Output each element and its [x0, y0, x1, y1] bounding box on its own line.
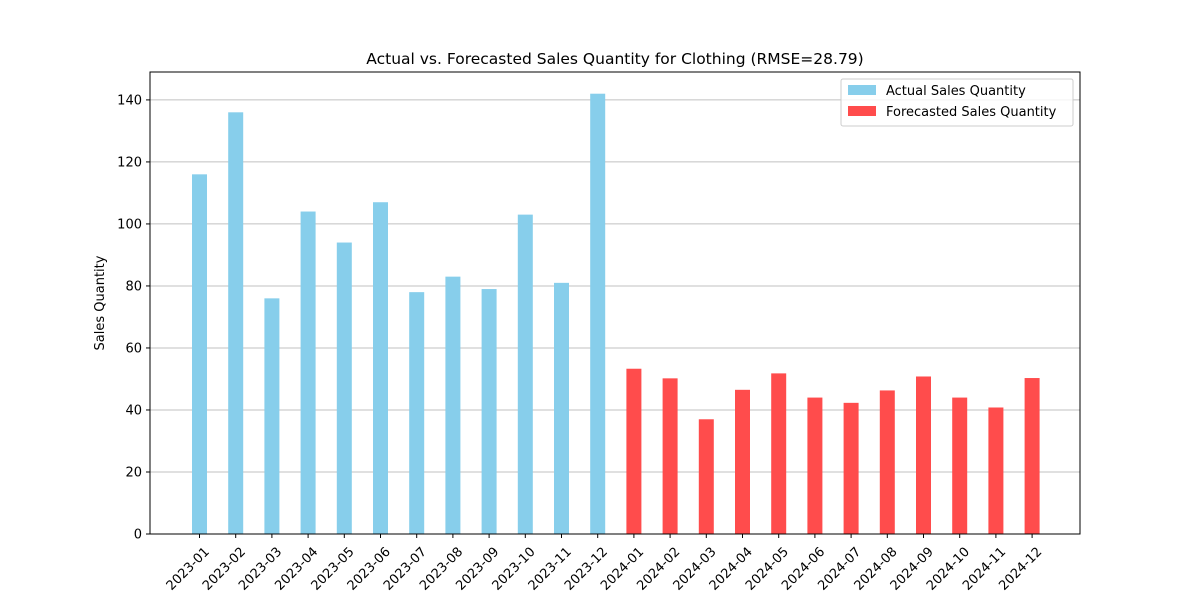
y-tick-label: 20	[125, 465, 142, 480]
bar-actual-2023-02	[228, 112, 244, 535]
plot-frame	[149, 71, 1081, 535]
legend-swatch-actual	[848, 85, 876, 95]
bar-actual-2023-08	[445, 276, 461, 534]
y-tick-label: 40	[125, 403, 142, 418]
bar-forecast-2024-04	[735, 389, 750, 534]
bar-forecast-2024-11	[988, 407, 1004, 534]
bar-forecast-2024-03	[698, 419, 714, 534]
grid-lines	[150, 99, 1080, 473]
x-axis: 2023-012023-022023-032023-042023-052023-…	[164, 534, 1045, 594]
legend-label-actual: Actual Sales Quantity	[886, 84, 1026, 99]
y-tick-label: 60	[125, 341, 142, 356]
bar-forecast-2024-05	[771, 373, 787, 534]
bar-actual-2023-03	[264, 298, 280, 534]
legend-swatch-forecast	[848, 106, 876, 116]
y-tick-label: 140	[117, 93, 142, 108]
chart-title: Actual vs. Forecasted Sales Quantity for…	[366, 50, 863, 68]
legend-box	[840, 78, 1074, 127]
y-tick-label: 120	[117, 155, 142, 170]
y-axis: 0 20 40 60 80 100 120 140	[117, 93, 150, 543]
bar-forecast-2024-12	[1024, 378, 1040, 534]
bar-actual-2023-04	[300, 211, 316, 534]
bar-actual-2023-12	[590, 93, 606, 534]
bar-actual-2023-11	[554, 282, 569, 534]
bar-actual-2023-05	[336, 242, 352, 534]
bar-actual-2023-07	[409, 292, 425, 534]
y-tick-label: 80	[125, 279, 142, 294]
bar-actual-2023-01	[192, 174, 207, 534]
y-tick-label: 100	[117, 217, 142, 232]
bar-forecast-2024-01	[626, 368, 642, 534]
bar-forecast-2024-08	[879, 390, 895, 534]
bar-forecast-2024-09	[916, 376, 931, 534]
legend: Actual Sales Quantity Forecasted Sales Q…	[840, 78, 1074, 127]
bar-forecast-2024-07	[843, 402, 859, 534]
bar-forecast-2024-02	[662, 378, 678, 534]
bar-actual-2023-06	[373, 202, 388, 534]
bar-actual-2023-10	[517, 214, 533, 535]
y-tick-label: 0	[134, 528, 142, 543]
bar-actual-2023-09	[481, 289, 497, 534]
bar-forecast-2024-06	[807, 397, 823, 534]
y-axis-label: Sales Quantity	[93, 255, 108, 350]
legend-label-forecast: Forecasted Sales Quantity	[886, 105, 1057, 120]
bar-forecast-2024-10	[952, 397, 968, 534]
bars	[192, 93, 1040, 535]
